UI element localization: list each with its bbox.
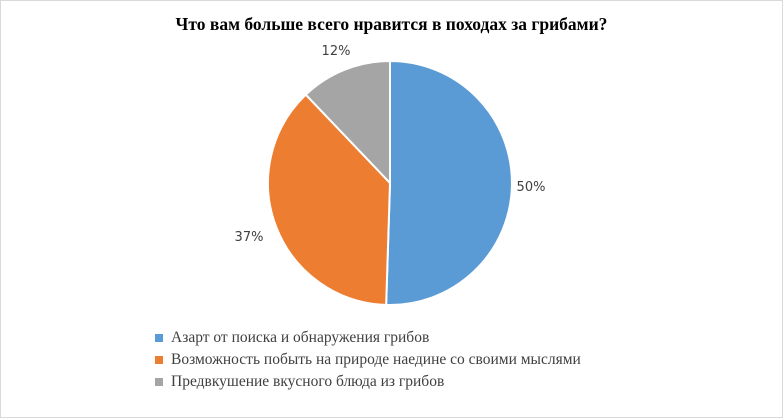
legend-label-3: Предвкушение вкусного блюда из грибов: [171, 373, 445, 390]
legend-swatch-2: [155, 356, 163, 364]
pie-slice-1: [385, 60, 513, 306]
legend-label-2: Возможность побыть на природе наедине со…: [171, 351, 581, 368]
pie-slice-3: [304, 60, 391, 184]
legend-swatch-1: [155, 334, 163, 342]
legend-item-3: Предвкушение вкусного блюда из грибов: [155, 371, 581, 393]
data-label-2: 37%: [235, 230, 264, 245]
legend-swatch-3: [155, 378, 163, 386]
data-label-3: 12%: [322, 44, 351, 59]
pie-slice-2: [266, 93, 391, 306]
legend-item-1: Азарт от поиска и обнаружения грибов: [155, 327, 581, 349]
pie-data-labels: 50% 37% 12%: [235, 44, 546, 245]
chart-legend: Азарт от поиска и обнаружения грибов Возм…: [155, 327, 581, 393]
legend-item-2: Возможность побыть на природе наедине со…: [155, 349, 581, 371]
data-label-1: 50%: [517, 180, 546, 195]
legend-label-1: Азарт от поиска и обнаружения грибов: [171, 329, 430, 346]
chart-title: Что вам больше всего нравится в походах …: [175, 14, 608, 34]
pie-slices: [266, 60, 513, 306]
